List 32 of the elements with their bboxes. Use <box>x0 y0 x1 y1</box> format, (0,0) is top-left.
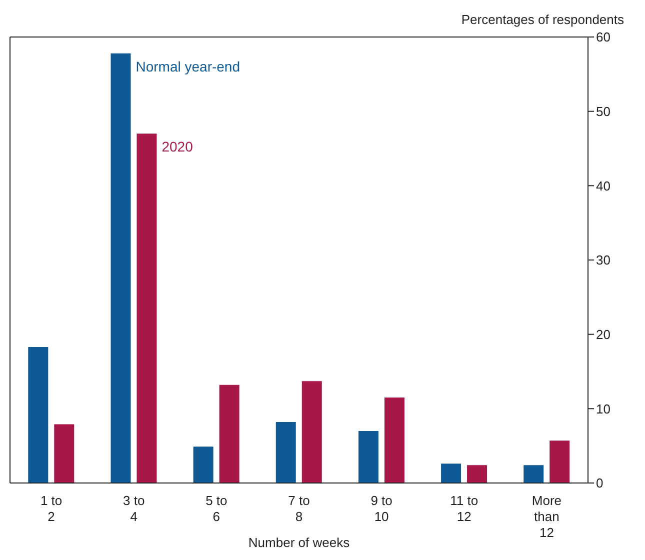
x-tick-label: 7 to 8 <box>288 493 310 524</box>
bar <box>384 398 404 483</box>
bar <box>54 424 74 483</box>
y-tick-label: 10 <box>596 401 610 416</box>
x-tick-label: More than 12 <box>532 493 562 540</box>
bar <box>358 430 378 483</box>
series-label: 2020 <box>162 138 194 155</box>
y-tick-label: 0 <box>596 476 604 491</box>
bar <box>28 346 48 483</box>
bar <box>467 465 488 483</box>
series-label: Normal year-end <box>136 58 240 74</box>
bar <box>441 464 462 483</box>
bar <box>276 422 296 483</box>
y-axis-title: Percentages of respondents <box>461 12 624 27</box>
y-tick-label: 30 <box>596 252 610 268</box>
bar <box>110 53 131 483</box>
bar <box>302 381 322 483</box>
x-tick-label: 3 to 4 <box>123 493 145 524</box>
y-tick-label: 50 <box>596 104 610 119</box>
y-tick-label: 40 <box>596 178 610 194</box>
x-tick-label: 1 to 2 <box>40 493 62 524</box>
x-tick-label: 9 to 10 <box>370 493 392 524</box>
bar <box>550 440 570 483</box>
y-tick-label: 60 <box>596 30 610 45</box>
x-tick-label: 5 to 6 <box>206 493 228 524</box>
bar <box>193 446 214 483</box>
x-axis-title: Number of weeks <box>248 535 350 550</box>
x-tick-label: 11 to 12 <box>450 493 478 524</box>
bar <box>524 465 544 483</box>
bar <box>136 134 157 483</box>
y-tick-label: 20 <box>596 326 610 342</box>
bar <box>219 384 240 483</box>
